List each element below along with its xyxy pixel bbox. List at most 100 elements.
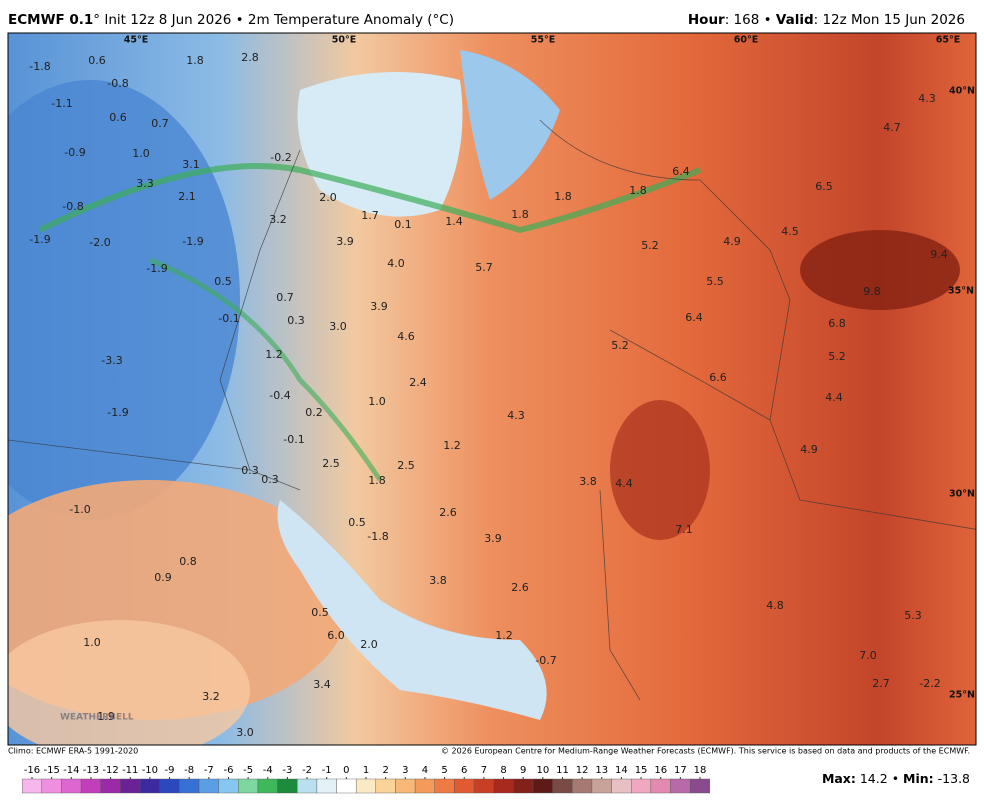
map-value: -2.2 — [919, 677, 940, 690]
colorbar-label: 16 — [654, 765, 667, 776]
colorbar-label: 8 — [500, 765, 506, 776]
map-value: 3.3 — [136, 177, 154, 190]
colorbar-cell — [41, 778, 62, 794]
map-value: 3.9 — [370, 300, 388, 313]
map-value: 1.0 — [132, 147, 150, 160]
map-value: 4.6 — [397, 330, 415, 343]
map-value: 1.8 — [629, 184, 647, 197]
hot-core — [800, 230, 960, 310]
map-frame — [7, 32, 977, 746]
colorbar-cell — [689, 778, 711, 794]
map-value: -1.9 — [182, 235, 203, 248]
colorbar-label: -11 — [122, 765, 138, 776]
map-value: 7.1 — [675, 523, 693, 536]
colorbar-cell — [355, 778, 377, 794]
map-value: -0.8 — [107, 77, 128, 90]
map-value: 2.7 — [872, 677, 890, 690]
map: 45°E 50°E 55°E 60°E 65°E 40°N 35°N 30°N 25°N -1.8… — [8, 33, 976, 745]
map-value: 3.9 — [336, 235, 354, 248]
map-value: 1.8 — [186, 54, 204, 67]
separator: • — [892, 771, 899, 786]
map-value: 3.4 — [313, 678, 331, 691]
colorbar-label: 13 — [595, 765, 608, 776]
colorbar-label: 4 — [422, 765, 428, 776]
colorbar-cell — [120, 778, 141, 794]
colorbar-cell — [532, 778, 553, 794]
colorbar-label: 12 — [576, 765, 589, 776]
colorbar-label: -3 — [282, 765, 292, 776]
colorbar-label: -14 — [63, 765, 79, 776]
map-value: 2.8 — [241, 51, 259, 64]
colorbar-cell — [670, 778, 691, 794]
grid-label: 50°E — [332, 35, 356, 46]
colorbar-cell — [316, 778, 337, 794]
min-label: Min: — [903, 771, 934, 786]
colorbar-label: -16 — [24, 765, 40, 776]
colorbar-cell — [572, 778, 593, 794]
colorbar-cell — [631, 778, 652, 794]
map-value: 6.5 — [815, 180, 833, 193]
colorbar-cell — [297, 778, 318, 794]
map-value: 0.6 — [88, 54, 106, 67]
arabia-south — [8, 620, 250, 745]
map-value: 1.8 — [368, 474, 386, 487]
climo: Climo: ECMWF ERA-5 1991-2020 — [8, 747, 138, 756]
max-label: Max: — [822, 771, 856, 786]
map-value: -1.8 — [367, 530, 388, 543]
colorbar-cell — [375, 778, 396, 794]
map-labels: 45°E 50°E 55°E 60°E 65°E 40°N 35°N 30°N 25°N -1.8… — [29, 35, 975, 740]
map-value: -1.9 — [29, 233, 50, 246]
colorbar-cell — [611, 778, 632, 794]
map-value: -0.1 — [283, 433, 304, 446]
map-value: 2.5 — [322, 457, 340, 470]
grid-label: 35°N — [948, 286, 974, 297]
map-value: 5.7 — [475, 261, 493, 274]
map-value: 1.7 — [361, 209, 379, 222]
header-left: ECMWF 0.1° Init 12z 8 Jun 2026 • 2m Temp… — [8, 12, 454, 28]
colorbar-cell — [80, 778, 101, 794]
colorbar-label: -2 — [302, 765, 312, 776]
borders — [8, 33, 976, 701]
colorbar-cell — [434, 778, 455, 794]
grid-label: 45°E — [124, 35, 148, 46]
map-value: 0.1 — [394, 218, 412, 231]
copyright: © 2026 European Centre for Medium-Range … — [441, 747, 970, 756]
map-value: 2.4 — [409, 376, 427, 389]
hour-label: Hour — [688, 12, 725, 28]
colorbar-label: 0 — [343, 765, 349, 776]
colorbar-label: 3 — [402, 765, 408, 776]
map-value: 4.0 — [387, 257, 405, 270]
map-value: 2.0 — [360, 638, 378, 651]
colorbar-label: -8 — [184, 765, 194, 776]
colorbar-label: -9 — [165, 765, 175, 776]
colorbar-cell — [454, 778, 475, 794]
map-value: 4.7 — [883, 121, 901, 134]
colorbar-label: -7 — [204, 765, 214, 776]
colorbar-label: 2 — [382, 765, 388, 776]
map-value: -0.4 — [269, 389, 290, 402]
map-value: 2.6 — [511, 581, 529, 594]
caspian-north — [460, 50, 560, 200]
colorbar-cell — [198, 778, 219, 794]
map-value: -1.9 — [107, 406, 128, 419]
map-value: -3.3 — [101, 354, 122, 367]
colorbar: -16 -15 -14 -13 -12 -11 -10 -9 -8 -7 -6 -5 -4 -3 -2 -1 0… — [21, 765, 711, 794]
colorbar-label: 6 — [461, 765, 467, 776]
map-value: 1.8 — [511, 208, 529, 221]
map-value: 3.1 — [182, 158, 200, 171]
map-value: 3.0 — [236, 726, 254, 739]
colorbar-cell — [395, 778, 416, 794]
colorbar-cell — [473, 778, 494, 794]
map-value: 2.5 — [397, 459, 415, 472]
persian-gulf — [277, 500, 547, 720]
map-value: 4.5 — [781, 225, 799, 238]
colorbar-cell — [159, 778, 180, 794]
stats: Max: 14.2 • Min: -13.8 — [822, 771, 970, 786]
colorbar-cell — [179, 778, 200, 794]
map-value: 5.2 — [828, 350, 846, 363]
map-value: -1.0 — [69, 503, 90, 516]
map-value: 9.8 — [863, 285, 881, 298]
map-value: 9.4 — [930, 248, 948, 261]
map-value: 3.0 — [329, 320, 347, 333]
